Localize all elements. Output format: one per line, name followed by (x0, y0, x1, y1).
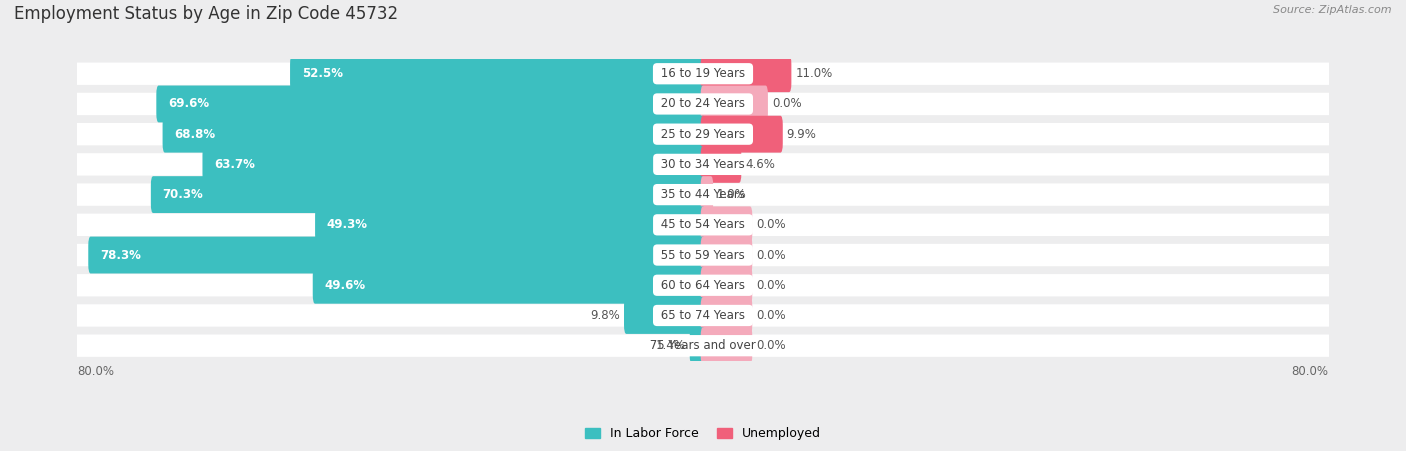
Text: 63.7%: 63.7% (214, 158, 254, 171)
FancyBboxPatch shape (624, 297, 706, 334)
Text: 11.0%: 11.0% (796, 67, 832, 80)
FancyBboxPatch shape (312, 267, 706, 304)
Text: 0.0%: 0.0% (756, 339, 786, 352)
Text: 78.3%: 78.3% (100, 249, 141, 262)
FancyBboxPatch shape (700, 176, 713, 213)
FancyBboxPatch shape (700, 86, 768, 122)
FancyBboxPatch shape (163, 116, 706, 152)
Text: 30 to 34 Years: 30 to 34 Years (657, 158, 749, 171)
FancyBboxPatch shape (690, 327, 706, 364)
FancyBboxPatch shape (315, 207, 706, 243)
Text: 20 to 24 Years: 20 to 24 Years (657, 97, 749, 110)
Text: 0.0%: 0.0% (756, 279, 786, 292)
Text: 45 to 54 Years: 45 to 54 Years (657, 218, 749, 231)
Text: 9.8%: 9.8% (591, 309, 620, 322)
FancyBboxPatch shape (700, 55, 792, 92)
Text: 80.0%: 80.0% (1292, 365, 1329, 378)
FancyBboxPatch shape (73, 123, 1333, 145)
FancyBboxPatch shape (150, 176, 706, 213)
Text: 1.0%: 1.0% (717, 188, 747, 201)
Text: 0.0%: 0.0% (756, 218, 786, 231)
Text: 80.0%: 80.0% (77, 365, 114, 378)
Text: 60 to 64 Years: 60 to 64 Years (657, 279, 749, 292)
Text: 0.0%: 0.0% (756, 249, 786, 262)
FancyBboxPatch shape (700, 267, 752, 304)
FancyBboxPatch shape (156, 86, 706, 122)
FancyBboxPatch shape (73, 335, 1333, 357)
FancyBboxPatch shape (700, 146, 741, 183)
FancyBboxPatch shape (73, 184, 1333, 206)
Text: 49.3%: 49.3% (326, 218, 368, 231)
Text: 0.0%: 0.0% (756, 309, 786, 322)
FancyBboxPatch shape (73, 274, 1333, 296)
FancyBboxPatch shape (73, 304, 1333, 327)
Text: 4.6%: 4.6% (745, 158, 775, 171)
Text: 69.6%: 69.6% (169, 97, 209, 110)
Text: 68.8%: 68.8% (174, 128, 215, 141)
Text: 70.3%: 70.3% (163, 188, 204, 201)
Text: Employment Status by Age in Zip Code 45732: Employment Status by Age in Zip Code 457… (14, 5, 398, 23)
Text: 16 to 19 Years: 16 to 19 Years (657, 67, 749, 80)
FancyBboxPatch shape (73, 153, 1333, 175)
FancyBboxPatch shape (700, 327, 752, 364)
Text: 75 Years and over: 75 Years and over (647, 339, 759, 352)
FancyBboxPatch shape (73, 214, 1333, 236)
FancyBboxPatch shape (89, 237, 706, 273)
Text: 35 to 44 Years: 35 to 44 Years (657, 188, 749, 201)
FancyBboxPatch shape (700, 237, 752, 273)
FancyBboxPatch shape (202, 146, 706, 183)
FancyBboxPatch shape (73, 244, 1333, 266)
Text: 55 to 59 Years: 55 to 59 Years (657, 249, 749, 262)
Text: 52.5%: 52.5% (302, 67, 343, 80)
Text: 0.0%: 0.0% (772, 97, 801, 110)
Text: 49.6%: 49.6% (325, 279, 366, 292)
FancyBboxPatch shape (700, 116, 783, 152)
Text: 9.9%: 9.9% (787, 128, 817, 141)
FancyBboxPatch shape (290, 55, 706, 92)
FancyBboxPatch shape (700, 207, 752, 243)
Text: 25 to 29 Years: 25 to 29 Years (657, 128, 749, 141)
Legend: In Labor Force, Unemployed: In Labor Force, Unemployed (585, 427, 821, 440)
FancyBboxPatch shape (73, 63, 1333, 85)
FancyBboxPatch shape (700, 297, 752, 334)
FancyBboxPatch shape (73, 93, 1333, 115)
Text: Source: ZipAtlas.com: Source: ZipAtlas.com (1274, 5, 1392, 14)
Text: 1.4%: 1.4% (657, 339, 686, 352)
Text: 65 to 74 Years: 65 to 74 Years (657, 309, 749, 322)
